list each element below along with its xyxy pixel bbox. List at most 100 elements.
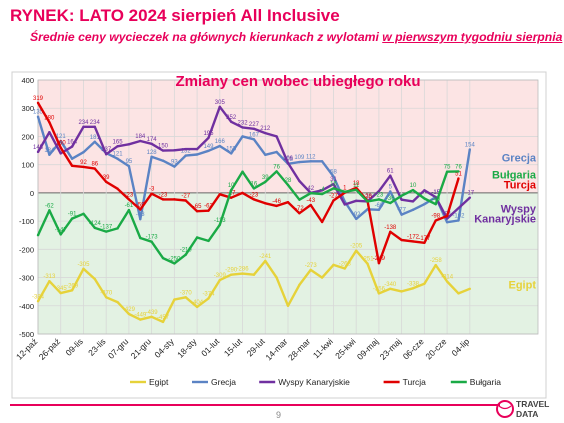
series-point-bulgaria <box>195 236 199 239</box>
series-point-bulgaria <box>116 227 119 230</box>
series-point-grecja <box>309 160 312 163</box>
data-label-bulgaria: -23 <box>375 192 384 198</box>
data-label-grecja: -102 <box>452 214 465 220</box>
series-point-bulgaria <box>400 194 403 197</box>
series-point-turcja <box>423 241 426 245</box>
data-label-wyspy: 212 <box>260 126 271 132</box>
series-point-turcja <box>252 198 256 201</box>
series-point-grecja <box>36 115 40 118</box>
footer-divider <box>10 404 500 406</box>
data-label-turcja: -249 <box>373 256 386 262</box>
series-point-wyspy <box>286 161 290 165</box>
series-point-bulgaria <box>343 190 347 193</box>
page-subtitle: Średnie ceny wycieczek na głównych kieru… <box>30 30 562 44</box>
data-label-grecja: 167 <box>249 132 260 138</box>
data-label-grecja: 149 <box>203 144 214 150</box>
data-label-turcja: 39 <box>103 175 110 181</box>
data-label-bulgaria: -250 <box>168 256 181 262</box>
series-point-wyspy <box>161 149 165 152</box>
series-point-grecja <box>241 135 244 138</box>
series-point-turcja <box>241 191 244 195</box>
data-label-bulgaria: 76 <box>273 164 280 170</box>
data-label-bulgaria: 16 <box>251 181 258 187</box>
series-name-label: Bułgaria <box>492 170 537 182</box>
plot-area <box>37 79 539 335</box>
data-label-egipt: -370 <box>180 290 193 296</box>
data-label-turcja: 51 <box>455 171 462 177</box>
data-label-grecja: -60 <box>375 203 384 209</box>
series-point-wyspy <box>377 189 381 193</box>
data-label-grecja: 128 <box>147 150 158 156</box>
logo-globe-icon <box>496 400 514 418</box>
y-tick-label: 300 <box>21 104 34 113</box>
series-point-wyspy <box>252 127 256 131</box>
series-line-wyspy <box>36 105 471 220</box>
data-label-egipt: -241 <box>259 254 272 260</box>
data-label-wyspy: 164 <box>67 140 78 146</box>
data-label-egipt: -384 <box>32 294 45 300</box>
series-point-grecja <box>161 159 165 162</box>
series-point-bulgaria <box>150 240 153 243</box>
data-label-turcja: 18 <box>353 181 360 187</box>
page-title: RYNEK: LATO 2024 sierpień All Inclusive <box>10 6 340 25</box>
series-point-bulgaria <box>48 209 51 212</box>
series-point-wyspy <box>150 142 153 145</box>
data-label-turcja: 280 <box>44 115 55 121</box>
data-label-egipt: -338 <box>407 281 420 287</box>
data-label-grecja: 58 <box>330 170 337 176</box>
data-label-grecja: 5 <box>389 184 393 190</box>
y-tick-label: 200 <box>21 132 34 141</box>
series-point-wyspy <box>298 179 301 183</box>
data-label-wyspy: 61 <box>387 169 394 175</box>
series-point-wyspy <box>195 147 199 151</box>
series-point-egipt <box>275 276 278 279</box>
series-point-bulgaria <box>218 223 222 226</box>
series-point-turcja <box>320 220 324 224</box>
legend-label-grecja: Grecja <box>211 377 236 387</box>
series-point-bulgaria <box>184 253 187 256</box>
legend-label-egipt: Egipt <box>149 377 169 387</box>
data-label-turcja: -23 <box>159 192 168 198</box>
data-label-grecja: -15 <box>431 190 440 196</box>
series-point-egipt <box>320 276 324 279</box>
series-point-bulgaria <box>389 201 392 205</box>
series-point-egipt <box>264 259 267 263</box>
series-point-turcja <box>48 121 51 124</box>
data-label-turcja: 92 <box>80 160 87 166</box>
data-label-wyspy: 31 <box>330 177 337 183</box>
series-point-egipt <box>127 312 131 316</box>
series-point-turcja <box>116 187 119 190</box>
data-label-turcja: -27 <box>329 194 338 200</box>
data-label-turcja: -59 <box>136 203 145 209</box>
data-label-turcja: -23 <box>250 192 259 198</box>
data-label-wyspy: 165 <box>113 139 124 145</box>
series-point-egipt <box>309 268 312 272</box>
series-point-egipt <box>229 273 233 276</box>
series-point-grecja <box>93 140 97 144</box>
data-label-turcja: -23 <box>125 192 134 198</box>
data-label-egipt: -251 <box>362 257 375 263</box>
series-point-egipt <box>434 263 437 267</box>
data-label-turcja: 1 <box>343 186 347 192</box>
series-point-egipt <box>207 297 210 300</box>
y-tick-label: -100 <box>19 217 34 226</box>
series-point-grecja <box>275 150 278 154</box>
series-point-grecja <box>457 219 460 222</box>
data-label-bulgaria: 11 <box>353 183 360 189</box>
series-name-label: Wyspy <box>501 203 537 215</box>
data-label-wyspy: 184 <box>135 134 146 140</box>
series-point-grecja <box>264 153 267 156</box>
series-point-egipt <box>173 298 176 301</box>
series-point-bulgaria <box>252 187 256 190</box>
series-line-bulgaria <box>36 170 459 265</box>
data-label-bulgaria: -147 <box>55 227 68 233</box>
data-label-turcja: -46 <box>272 199 281 205</box>
data-label-turcja: -3 <box>149 187 155 193</box>
data-label-grecja: -93 <box>136 212 145 218</box>
series-point-egipt <box>445 280 449 283</box>
data-label-grecja: 121 <box>113 152 124 158</box>
series-point-egipt <box>218 278 222 282</box>
series-point-wyspy <box>218 105 222 109</box>
data-label-egipt: -449 <box>134 313 147 319</box>
